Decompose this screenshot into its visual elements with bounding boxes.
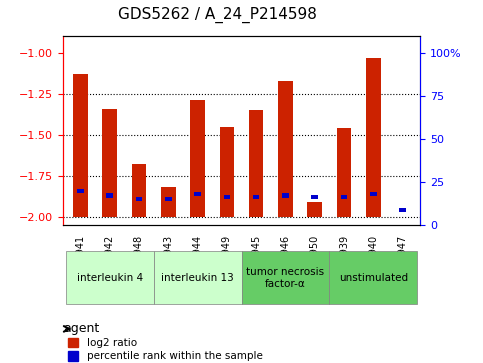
Text: agent: agent (63, 322, 99, 335)
Text: interleukin 13: interleukin 13 (161, 273, 234, 283)
Bar (132, 164, 146, 217)
Bar (106, 193, 113, 197)
Text: tumor necrosis
factor-α: tumor necrosis factor-α (246, 267, 325, 289)
Bar (307, 202, 322, 217)
Bar (366, 58, 381, 217)
Text: interleukin 4: interleukin 4 (77, 273, 143, 283)
Bar (278, 81, 293, 217)
Bar (161, 187, 176, 217)
FancyBboxPatch shape (66, 252, 154, 304)
FancyBboxPatch shape (242, 252, 329, 304)
Bar (249, 110, 263, 217)
Bar (253, 195, 259, 199)
Legend: log2 ratio, percentile rank within the sample: log2 ratio, percentile rank within the s… (68, 338, 263, 362)
Bar (220, 127, 234, 217)
FancyBboxPatch shape (154, 252, 242, 304)
Bar (337, 128, 351, 217)
Bar (190, 100, 205, 217)
Bar (77, 188, 84, 193)
Bar (102, 109, 117, 217)
FancyBboxPatch shape (329, 252, 417, 304)
Text: unstimulated: unstimulated (339, 273, 408, 283)
Text: GDS5262 / A_24_P214598: GDS5262 / A_24_P214598 (118, 7, 317, 24)
Bar (370, 192, 377, 196)
Bar (312, 195, 318, 199)
Bar (341, 195, 347, 199)
Bar (194, 192, 201, 196)
Bar (399, 208, 406, 212)
Bar (282, 193, 289, 197)
Bar (165, 197, 171, 201)
Bar (73, 74, 88, 217)
Bar (136, 197, 142, 201)
Bar (224, 195, 230, 199)
